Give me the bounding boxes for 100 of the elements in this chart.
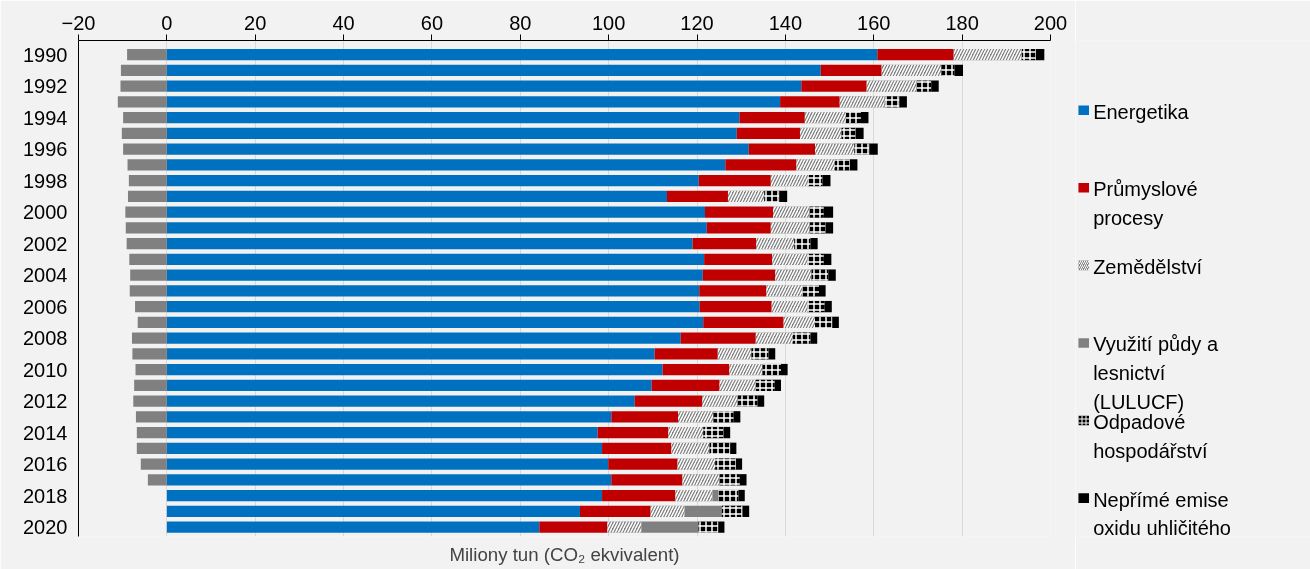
x-axis-title: Miliony tun (CO₂ ekvivalent) (449, 543, 680, 565)
y-tick-label: 2012 (23, 390, 68, 413)
bar (706, 222, 771, 234)
bar (768, 348, 776, 360)
bar (129, 253, 167, 266)
bar (136, 442, 167, 454)
bar (166, 49, 878, 61)
y-tick-label: 2006 (23, 295, 68, 318)
y-tick-label: 2018 (23, 484, 68, 507)
bar (820, 64, 882, 77)
bar (641, 521, 699, 533)
bar (126, 237, 167, 250)
legend-label: Nepřímé emise oxidu uhličitého (1093, 488, 1231, 540)
bar (899, 96, 907, 108)
bar (130, 269, 167, 281)
bar (739, 111, 805, 124)
bar (667, 190, 728, 203)
bar (134, 379, 167, 392)
bar (702, 269, 776, 281)
x-tick-label: 40 (332, 11, 355, 34)
bar (579, 505, 651, 517)
bar (135, 300, 167, 313)
bar (810, 237, 818, 250)
bar (128, 174, 167, 187)
bar (135, 363, 167, 376)
bar (869, 143, 878, 155)
bar (120, 64, 167, 77)
bar (166, 442, 603, 454)
bar (931, 80, 939, 92)
bar (703, 316, 784, 329)
bar (166, 253, 705, 266)
x-tick-label: 160 (857, 11, 891, 34)
bar (166, 64, 821, 77)
bar (166, 174, 699, 187)
bar (121, 127, 167, 140)
y-tick-label: 2014 (23, 421, 68, 444)
bar (127, 49, 167, 61)
bar (123, 143, 167, 155)
bar (739, 474, 747, 486)
bar (135, 411, 167, 423)
x-tick-label: 120 (680, 11, 714, 34)
bar (738, 489, 745, 502)
bar (166, 505, 580, 517)
bar (684, 505, 722, 517)
bar (818, 285, 826, 297)
bar (166, 206, 705, 218)
bar (611, 474, 683, 486)
y-tick-label: 2000 (23, 201, 68, 224)
bar (129, 285, 167, 297)
bar (166, 458, 609, 470)
x-tick-label: −20 (61, 11, 96, 34)
bar (125, 222, 167, 234)
bar (855, 127, 864, 140)
y-tick-label: 1996 (23, 138, 68, 161)
y-tick-label: 1998 (23, 169, 68, 192)
bar (877, 49, 954, 61)
bar (539, 521, 608, 533)
bar (824, 300, 832, 313)
bar (860, 111, 869, 124)
bar (166, 348, 655, 360)
y-tick-label: 2008 (23, 327, 68, 350)
x-tick-label: 60 (420, 11, 444, 34)
bar (705, 206, 774, 218)
bar (823, 253, 832, 266)
bar (127, 190, 167, 203)
legend-label: Využití půdy a lesnictví (LULUCF) (1093, 333, 1219, 413)
bar (117, 96, 167, 108)
bar (725, 159, 797, 171)
bar (823, 206, 834, 218)
bar (147, 474, 167, 486)
bar (730, 442, 737, 454)
bar (597, 426, 669, 439)
bar (123, 111, 167, 124)
bar (704, 253, 773, 266)
y-tick-label: 2016 (23, 453, 68, 476)
bar (166, 96, 781, 108)
x-tick-label: 20 (244, 11, 267, 34)
bar (140, 458, 167, 470)
bar (166, 237, 693, 250)
bar (680, 332, 756, 344)
y-tick-label: 1994 (23, 106, 68, 129)
bar (166, 127, 737, 140)
bar (654, 348, 718, 360)
bar (608, 458, 678, 470)
bar (166, 300, 700, 313)
x-tick-label: 0 (161, 11, 173, 34)
bar (602, 442, 672, 454)
y-tick-label: 2020 (23, 516, 68, 539)
bar (699, 300, 772, 313)
bar (611, 411, 679, 423)
bar (166, 80, 802, 92)
bar (698, 174, 771, 187)
bar (166, 143, 749, 155)
bar (602, 489, 676, 502)
bar (166, 269, 703, 281)
bar (166, 332, 681, 344)
bar (166, 395, 635, 407)
bar (662, 363, 730, 376)
bar (166, 111, 740, 124)
bar (718, 521, 725, 533)
